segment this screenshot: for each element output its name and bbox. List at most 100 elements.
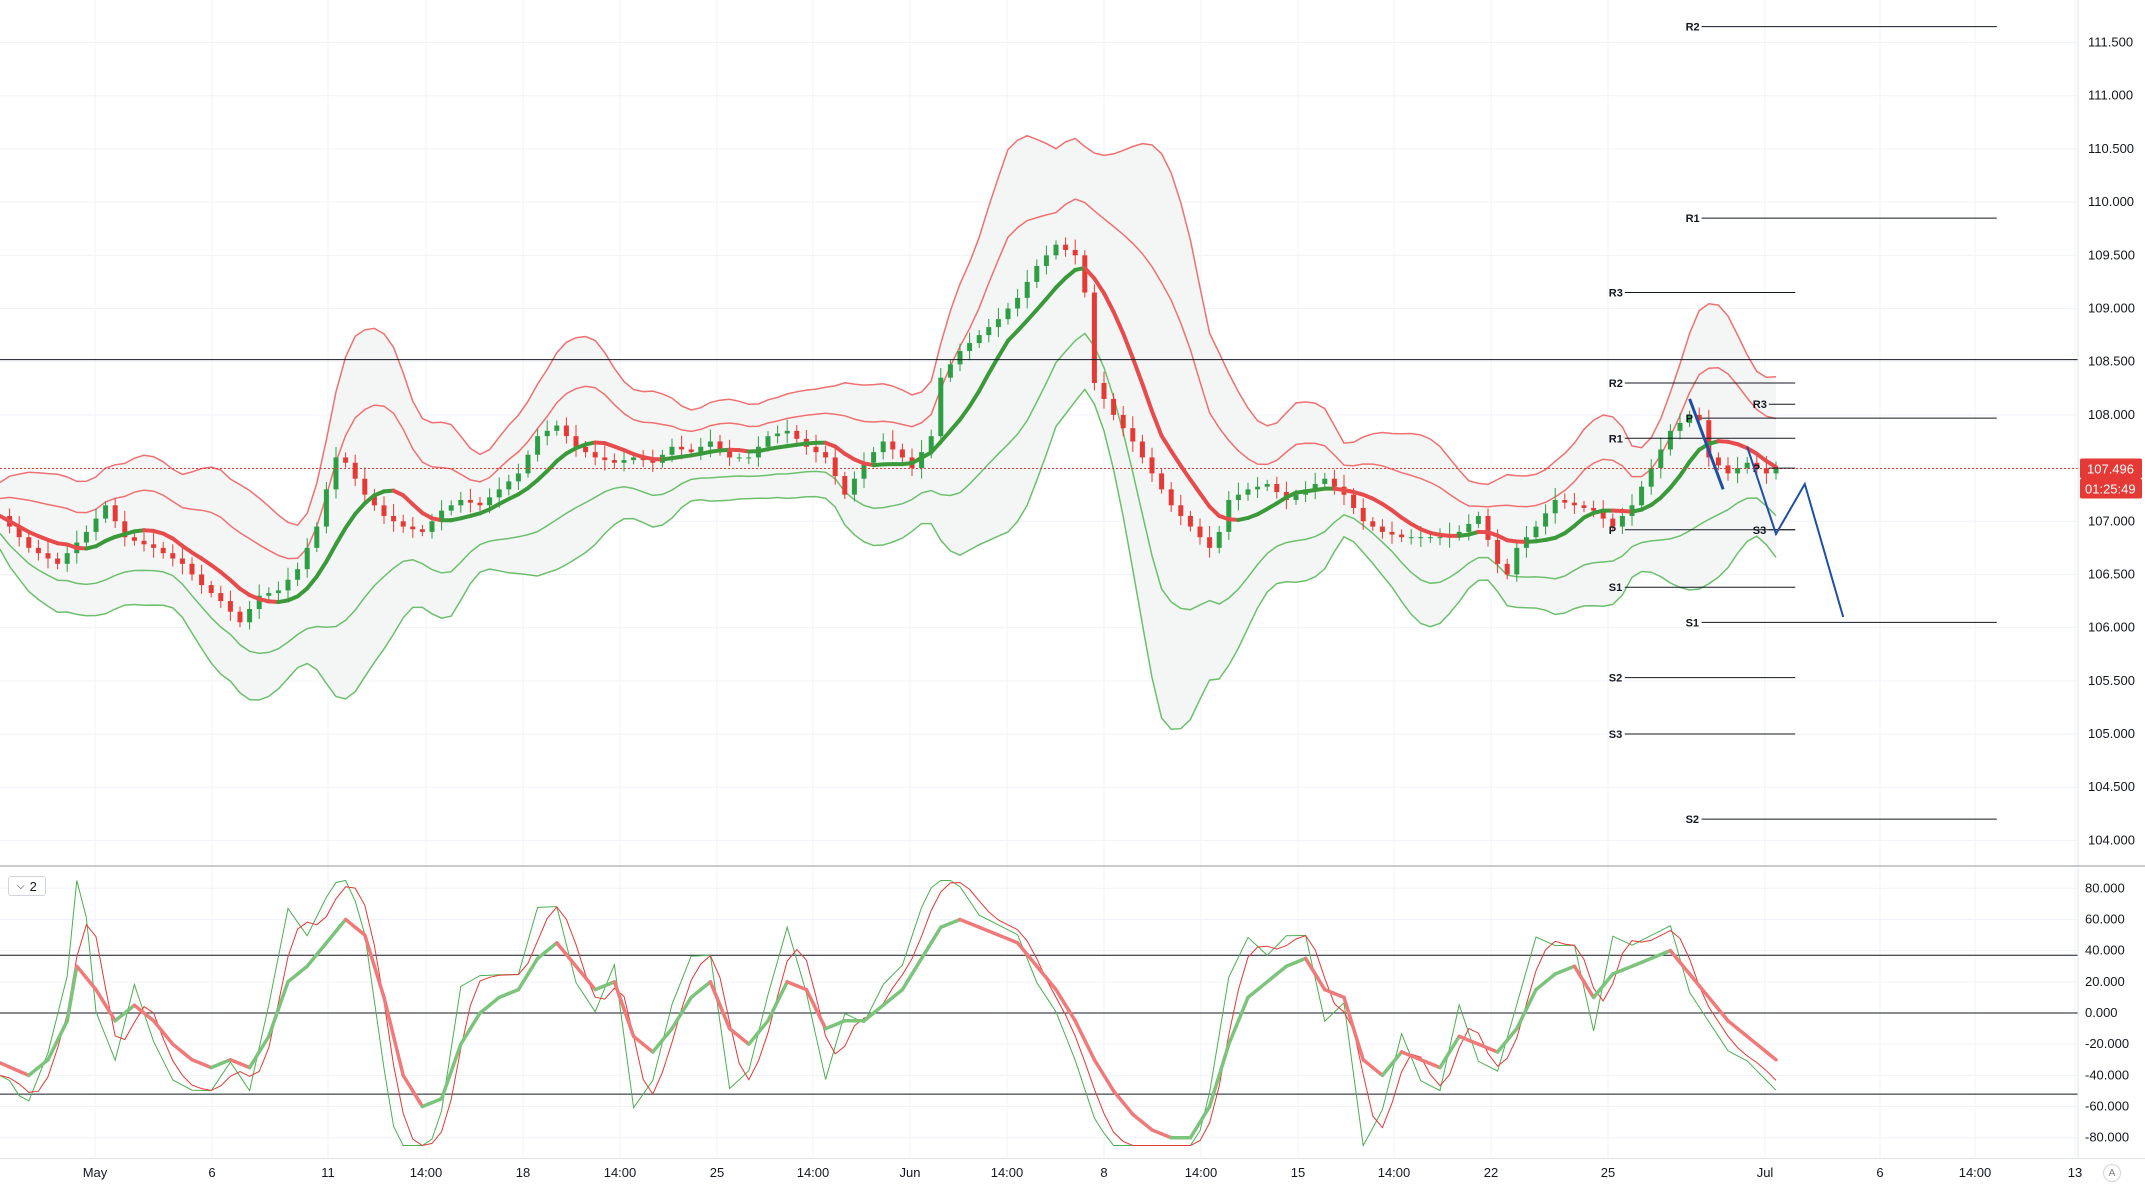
candle-body	[947, 364, 953, 378]
candle-body	[890, 441, 896, 450]
osc-main-segment	[718, 1003, 732, 1031]
candle-body	[631, 457, 637, 461]
osc-main-segment	[36, 1058, 50, 1070]
osc-axis-bg	[2078, 868, 2145, 1158]
candle-body	[64, 553, 70, 564]
ma-line-segment	[1006, 328, 1020, 343]
osc-main-segment	[132, 1003, 146, 1015]
osc-main-segment	[439, 1069, 453, 1101]
candle-body	[707, 441, 713, 447]
candle-body	[247, 609, 253, 623]
osc-main-segment	[660, 1026, 674, 1043]
osc-main-segment	[1236, 995, 1250, 1023]
time-tick-label: 14:00	[797, 1165, 830, 1180]
osc-main-segment	[171, 1042, 185, 1054]
pivot-label: R2	[1686, 22, 1700, 34]
candle-body	[1399, 534, 1405, 538]
osc-main-segment	[929, 925, 943, 945]
osc-main-segment	[334, 917, 348, 933]
ma-line-segment	[362, 493, 377, 506]
candle-body	[515, 473, 521, 482]
candle-body	[611, 460, 617, 463]
pivot-label: R1	[1686, 213, 1700, 225]
osc-main-segment	[1707, 995, 1721, 1011]
candle-body	[592, 452, 598, 458]
osc-main-segment	[689, 987, 703, 1000]
pivot-label: S1	[1609, 582, 1622, 594]
candle-body	[650, 460, 656, 463]
osc-main-segment	[1351, 1026, 1365, 1062]
ma-line-segment	[535, 469, 550, 483]
candle-body	[1235, 494, 1241, 500]
candle-body	[1187, 515, 1193, 527]
candle-body	[1437, 537, 1443, 539]
osc-main-segment	[1755, 1042, 1769, 1054]
candle-body	[1466, 523, 1472, 532]
candle-body	[487, 497, 493, 506]
osc-main-segment	[900, 972, 914, 992]
osc-main-segment	[65, 964, 79, 1023]
time-axis[interactable]: May 6 11 14:00 18 14:00 25 14:00 Jun 14:00 8 14:00 1…	[0, 1158, 2145, 1186]
candle-body	[1015, 297, 1021, 309]
ma-line-segment	[1111, 309, 1126, 336]
osc-main-segment	[151, 1019, 165, 1035]
lower-band-inner	[0, 332, 1777, 655]
time-tick-label: 14:00	[1185, 1165, 1218, 1180]
ma-line-segment	[1130, 356, 1145, 386]
candle-body	[1024, 281, 1030, 298]
pivot-label: S3	[1753, 525, 1766, 537]
pivot-label: R3	[1609, 288, 1623, 300]
candle-body	[1322, 478, 1328, 485]
pivot-label: S3	[1609, 729, 1622, 741]
auto-scale-button[interactable]: A	[2103, 1164, 2121, 1182]
ma-line-segment	[1140, 381, 1154, 414]
oscillator-pane[interactable]: 80.000 60.000 40.000 20.000 0.000 -20.000 -40.…	[0, 868, 2145, 1158]
candle-body	[26, 537, 32, 548]
ma-line-segment	[554, 451, 569, 464]
time-tick-label: 14:00	[1378, 1165, 1411, 1180]
ma-line-segment	[967, 388, 982, 409]
ma-line-segment	[1082, 265, 1097, 281]
last-price-badge	[2080, 458, 2142, 479]
candle-body	[986, 327, 992, 336]
candle-body	[419, 529, 425, 532]
candle-body	[1379, 526, 1385, 532]
candle-body	[1389, 531, 1395, 535]
osc-main-segment	[1697, 983, 1711, 1000]
osc-main-segment	[1447, 1034, 1461, 1054]
osc-main-segment	[459, 1026, 473, 1046]
osc-main-segment	[1054, 987, 1068, 1007]
candle-body	[1312, 484, 1318, 490]
ma-line-segment	[305, 574, 319, 591]
candle-body	[458, 499, 464, 506]
candle-body	[218, 593, 224, 602]
candle-body	[1168, 489, 1174, 506]
osc-main-segment	[315, 941, 329, 957]
ma-line-segment	[1159, 433, 1174, 454]
pane-label: 2	[29, 878, 37, 894]
ma-line-segment	[1390, 508, 1404, 520]
candle-body	[1139, 441, 1145, 458]
osc-main-segment	[814, 1007, 828, 1031]
candle-body	[669, 446, 675, 455]
price-pane[interactable]: R2 R1 R3 R2 R1 P R3 P P S3 S1 S1 S2 S3 S2 111.500 111.00…	[0, 0, 2145, 867]
time-tick-label: 6	[1876, 1165, 1883, 1180]
candle-body	[93, 518, 99, 532]
candle-body	[323, 489, 329, 527]
osc-main-segment	[411, 1089, 425, 1109]
candle-body	[122, 521, 128, 538]
pane-toggle-chip[interactable]: ⌵ 2	[8, 876, 46, 896]
time-tick-label: May	[83, 1165, 108, 1180]
candle-body	[1591, 507, 1597, 511]
countdown-badge	[2080, 478, 2142, 499]
ma-line-segment	[1207, 504, 1222, 518]
osc-main-segment	[1035, 964, 1049, 980]
price-tick-label: 110.500	[2088, 141, 2134, 156]
ma-line-segment	[314, 559, 329, 579]
candle-body	[1696, 414, 1702, 421]
pivot-label: R1	[1609, 433, 1623, 445]
candle-body	[1091, 292, 1097, 383]
candle-body	[688, 449, 694, 453]
osc-main-segment	[478, 1003, 492, 1015]
